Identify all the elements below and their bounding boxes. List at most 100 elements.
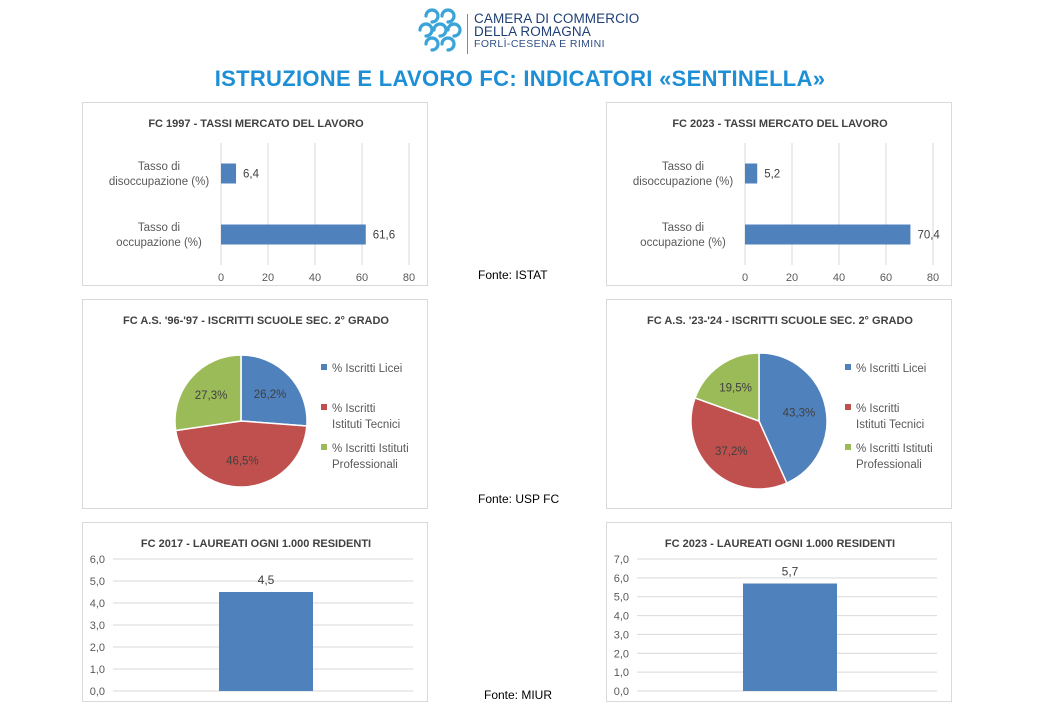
y-tick-label: 3,0 xyxy=(90,620,105,632)
y-category-label: disoccupazione (%) xyxy=(109,176,210,188)
pie-slice xyxy=(240,354,308,427)
legend-swatch xyxy=(845,444,851,450)
legend-entry: Istituti Tecnici xyxy=(332,419,400,431)
legend-swatch xyxy=(321,444,327,450)
legend-swatch xyxy=(321,364,327,370)
slice-label: 37,2% xyxy=(715,446,748,458)
bar xyxy=(745,224,911,245)
chart-title: FC 2023 - LAUREATI OGNI 1.000 RESIDENTI xyxy=(665,538,895,550)
chart-panel-schools-9697: FC A.S. '96-'97 - ISCRITTI SCUOLE SEC. 2… xyxy=(82,299,428,509)
pie-slice xyxy=(758,352,828,485)
y-tick-label: 5,0 xyxy=(614,592,629,604)
chart-panel-graduates-2017: FC 2017 - LAUREATI OGNI 1.000 RESIDENTI 0… xyxy=(82,522,428,702)
y-tick-label: 3,0 xyxy=(614,629,629,641)
chamber-logo: CAMERA DI COMMERCIO DELLA ROMAGNA FORLÌ-… xyxy=(412,8,652,56)
y-tick-label: 5,0 xyxy=(90,576,105,588)
y-category-label: Tasso di xyxy=(662,222,704,234)
chart-panel-labour-2023: FC 2023 - TASSI MERCATO DEL LAVORO 0 20 40 6… xyxy=(606,102,952,286)
data-label: 5,2 xyxy=(764,169,780,181)
chart-panel-labour-1997: FC 1997 - TASSI MERCATO DEL LAVORO 0 20 40 6… xyxy=(82,102,428,286)
source-usp: Fonte: USP FC xyxy=(478,492,560,506)
bar xyxy=(219,592,313,691)
logo-separator xyxy=(467,14,468,54)
pie-slice xyxy=(174,420,308,488)
legend-swatch xyxy=(845,364,851,370)
bar xyxy=(221,224,366,245)
y-tick-label: 7,0 xyxy=(614,554,629,566)
chart-labour-1997: FC 1997 - TASSI MERCATO DEL LAVORO 0 20 40 6… xyxy=(109,118,415,284)
chart-schools-2324: FC A.S. '23-'24 - ISCRITTI SCUOLE SEC. 2… xyxy=(647,315,933,490)
logo-mark-icon xyxy=(418,8,462,52)
x-tick-label: 0 xyxy=(218,272,224,284)
chart-title: FC A.S. '23-'24 - ISCRITTI SCUOLE SEC. 2… xyxy=(647,315,913,327)
y-tick-label: 2,0 xyxy=(614,648,629,660)
x-tick-label: 20 xyxy=(262,272,274,284)
y-tick-label: 0,0 xyxy=(90,686,105,698)
y-tick-label: 0,0 xyxy=(614,686,629,698)
legend-entry: % Iscritti xyxy=(856,403,899,415)
chart-panel-graduates-2023: FC 2023 - LAUREATI OGNI 1.000 RESIDENTI 0… xyxy=(606,522,952,702)
slice-label: 46,5% xyxy=(226,456,259,468)
chart-title: FC 1997 - TASSI MERCATO DEL LAVORO xyxy=(148,118,364,130)
x-tick-label: 0 xyxy=(742,272,748,284)
slice-label: 19,5% xyxy=(719,383,752,395)
chart-title: FC A.S. '96-'97 - ISCRITTI SCUOLE SEC. 2… xyxy=(123,315,389,327)
y-tick-label: 1,0 xyxy=(614,667,629,679)
chart-panel-schools-2324: FC A.S. '23-'24 - ISCRITTI SCUOLE SEC. 2… xyxy=(606,299,952,509)
x-tick-label: 60 xyxy=(356,272,368,284)
chart-schools-9697: FC A.S. '96-'97 - ISCRITTI SCUOLE SEC. 2… xyxy=(123,315,409,488)
y-tick-label: 2,0 xyxy=(90,642,105,654)
y-category-label: occupazione (%) xyxy=(116,237,202,249)
chart-title: FC 2023 - TASSI MERCATO DEL LAVORO xyxy=(672,118,888,130)
chart-title: FC 2017 - LAUREATI OGNI 1.000 RESIDENTI xyxy=(141,538,371,550)
x-tick-label: 60 xyxy=(880,272,892,284)
slice-label: 27,3% xyxy=(195,390,228,402)
slice-label: 26,2% xyxy=(254,389,287,401)
legend-entry: % Iscritti xyxy=(332,403,375,415)
slice-label: 43,3% xyxy=(783,407,816,419)
legend-entry: Istituti Tecnici xyxy=(856,419,924,431)
x-tick-label: 80 xyxy=(927,272,939,284)
pie-slice xyxy=(690,397,788,490)
legend-entry: Professionali xyxy=(332,459,398,471)
chart-graduates-2017: FC 2017 - LAUREATI OGNI 1.000 RESIDENTI 0… xyxy=(90,538,413,698)
legend-swatch xyxy=(845,404,851,410)
pie-slice xyxy=(694,352,760,423)
logo-text: CAMERA DI COMMERCIO DELLA ROMAGNA FORLÌ-… xyxy=(474,12,639,51)
legend-entry: % Iscritti Licei xyxy=(856,363,926,375)
bar xyxy=(221,163,237,184)
source-istat: Fonte: ISTAT xyxy=(478,268,548,282)
logo-line-1: CAMERA DI COMMERCIO xyxy=(474,11,640,26)
y-tick-label: 1,0 xyxy=(90,664,105,676)
y-tick-label: 6,0 xyxy=(90,554,105,566)
y-tick-label: 4,0 xyxy=(614,611,629,623)
y-category-label: occupazione (%) xyxy=(640,237,726,249)
bar xyxy=(745,163,758,184)
source-miur: Fonte: MIUR xyxy=(484,688,553,702)
legend-swatch xyxy=(321,404,327,410)
legend-entry: % Iscritti Licei xyxy=(332,363,402,375)
data-label: 4,5 xyxy=(258,573,275,587)
legend-entry: % Iscritti Istituti xyxy=(332,443,409,455)
x-tick-label: 40 xyxy=(309,272,321,284)
y-tick-label: 4,0 xyxy=(90,598,105,610)
pie-slice xyxy=(174,354,242,432)
legend-entry: Professionali xyxy=(856,459,922,471)
x-tick-label: 80 xyxy=(403,272,415,284)
y-tick-label: 6,0 xyxy=(614,573,629,585)
x-tick-label: 40 xyxy=(833,272,845,284)
bar xyxy=(743,583,837,691)
logo-line-2: DELLA ROMAGNA xyxy=(474,24,591,39)
chart-graduates-2023: FC 2023 - LAUREATI OGNI 1.000 RESIDENTI 0… xyxy=(614,538,937,698)
y-category-label: Tasso di xyxy=(138,222,180,234)
y-category-label: Tasso di xyxy=(662,161,704,173)
page-title: ISTRUZIONE E LAVORO FC: INDICATORI «SENT… xyxy=(214,66,826,91)
y-category-label: Tasso di xyxy=(138,161,180,173)
data-label: 6,4 xyxy=(243,169,260,181)
data-label: 61,6 xyxy=(373,230,395,242)
data-label: 5,7 xyxy=(782,565,799,579)
y-category-label: disoccupazione (%) xyxy=(633,176,734,188)
logo-line-3: FORLÌ-CESENA E RIMINI xyxy=(474,38,605,50)
x-tick-label: 20 xyxy=(786,272,798,284)
legend-entry: % Iscritti Istituti xyxy=(856,443,933,455)
